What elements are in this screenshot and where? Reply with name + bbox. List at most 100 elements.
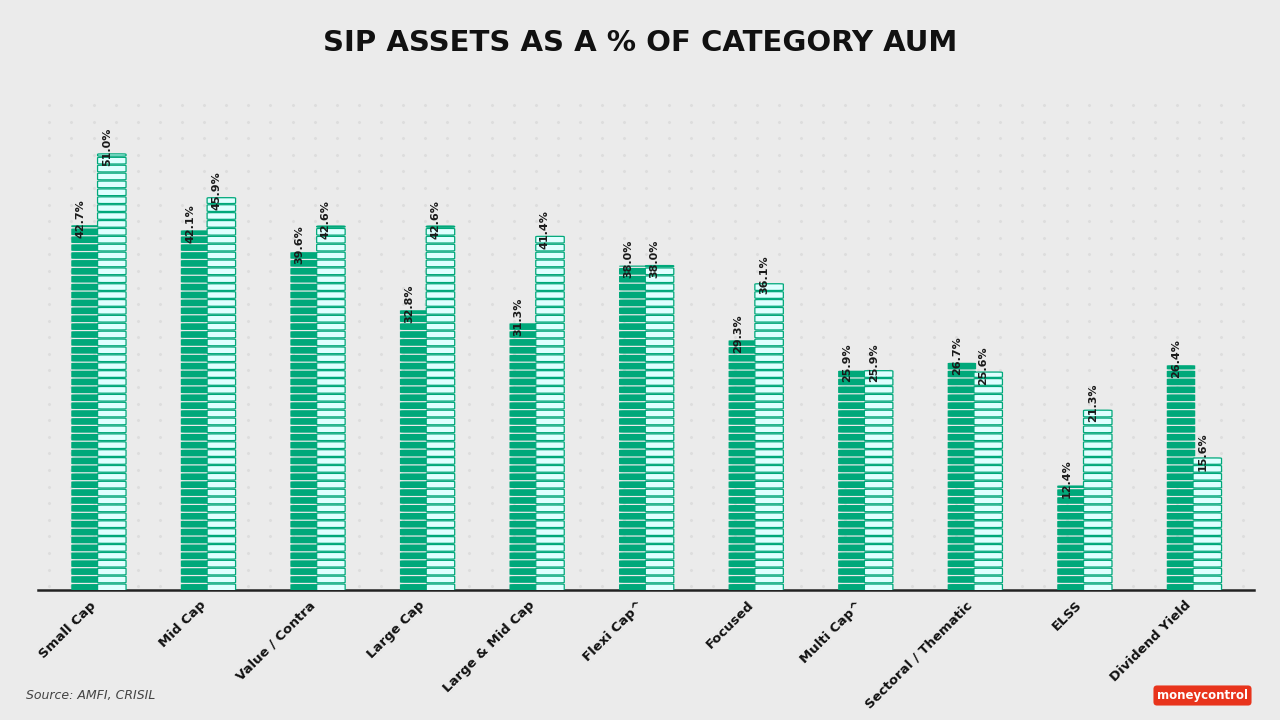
FancyBboxPatch shape — [1083, 450, 1112, 456]
FancyBboxPatch shape — [399, 315, 429, 322]
FancyBboxPatch shape — [947, 513, 977, 520]
FancyBboxPatch shape — [97, 260, 125, 266]
FancyBboxPatch shape — [509, 331, 538, 338]
FancyBboxPatch shape — [316, 536, 346, 544]
FancyBboxPatch shape — [316, 410, 346, 417]
FancyBboxPatch shape — [180, 300, 210, 306]
FancyBboxPatch shape — [620, 339, 648, 346]
Text: 42.6%: 42.6% — [430, 200, 440, 239]
FancyBboxPatch shape — [399, 552, 429, 559]
FancyBboxPatch shape — [426, 307, 454, 314]
FancyBboxPatch shape — [426, 236, 454, 243]
FancyBboxPatch shape — [291, 458, 319, 464]
FancyBboxPatch shape — [291, 450, 319, 456]
FancyBboxPatch shape — [399, 410, 429, 417]
FancyBboxPatch shape — [1167, 434, 1196, 441]
FancyBboxPatch shape — [291, 434, 319, 441]
FancyBboxPatch shape — [1083, 568, 1112, 575]
FancyBboxPatch shape — [1083, 442, 1112, 449]
FancyBboxPatch shape — [207, 489, 236, 496]
Text: 38.0%: 38.0% — [623, 240, 634, 278]
FancyBboxPatch shape — [291, 292, 319, 298]
FancyBboxPatch shape — [291, 387, 319, 393]
FancyBboxPatch shape — [207, 474, 236, 480]
FancyBboxPatch shape — [291, 323, 319, 330]
FancyBboxPatch shape — [180, 544, 210, 552]
FancyBboxPatch shape — [838, 434, 867, 441]
FancyBboxPatch shape — [207, 458, 236, 464]
FancyBboxPatch shape — [536, 236, 564, 243]
FancyBboxPatch shape — [645, 363, 673, 369]
FancyBboxPatch shape — [645, 552, 673, 559]
FancyBboxPatch shape — [316, 450, 346, 456]
FancyBboxPatch shape — [728, 536, 756, 544]
FancyBboxPatch shape — [1167, 489, 1196, 496]
FancyBboxPatch shape — [974, 372, 1002, 377]
FancyBboxPatch shape — [180, 230, 210, 235]
FancyBboxPatch shape — [207, 560, 236, 567]
FancyBboxPatch shape — [291, 410, 319, 417]
FancyBboxPatch shape — [291, 552, 319, 559]
FancyBboxPatch shape — [728, 481, 756, 488]
FancyBboxPatch shape — [180, 481, 210, 488]
FancyBboxPatch shape — [974, 474, 1002, 480]
FancyBboxPatch shape — [1167, 458, 1196, 464]
FancyBboxPatch shape — [291, 426, 319, 433]
FancyBboxPatch shape — [316, 363, 346, 369]
FancyBboxPatch shape — [645, 268, 673, 274]
FancyBboxPatch shape — [180, 450, 210, 456]
FancyBboxPatch shape — [291, 489, 319, 496]
FancyBboxPatch shape — [72, 284, 100, 290]
FancyBboxPatch shape — [207, 442, 236, 449]
FancyBboxPatch shape — [974, 434, 1002, 441]
FancyBboxPatch shape — [180, 323, 210, 330]
FancyBboxPatch shape — [755, 323, 783, 330]
FancyBboxPatch shape — [620, 568, 648, 575]
FancyBboxPatch shape — [1167, 387, 1196, 393]
FancyBboxPatch shape — [947, 466, 977, 472]
FancyBboxPatch shape — [974, 426, 1002, 433]
FancyBboxPatch shape — [72, 466, 100, 472]
FancyBboxPatch shape — [755, 474, 783, 480]
FancyBboxPatch shape — [645, 450, 673, 456]
FancyBboxPatch shape — [974, 481, 1002, 488]
FancyBboxPatch shape — [399, 418, 429, 425]
FancyBboxPatch shape — [838, 387, 867, 393]
FancyBboxPatch shape — [316, 418, 346, 425]
Text: 31.3%: 31.3% — [513, 297, 524, 336]
FancyBboxPatch shape — [947, 576, 977, 583]
FancyBboxPatch shape — [180, 363, 210, 369]
FancyBboxPatch shape — [72, 355, 100, 361]
FancyBboxPatch shape — [399, 339, 429, 346]
FancyBboxPatch shape — [1167, 474, 1196, 480]
FancyBboxPatch shape — [399, 474, 429, 480]
FancyBboxPatch shape — [645, 355, 673, 361]
FancyBboxPatch shape — [180, 355, 210, 361]
FancyBboxPatch shape — [426, 300, 454, 306]
FancyBboxPatch shape — [291, 331, 319, 338]
FancyBboxPatch shape — [72, 497, 100, 504]
FancyBboxPatch shape — [426, 521, 454, 528]
FancyBboxPatch shape — [620, 379, 648, 385]
FancyBboxPatch shape — [207, 576, 236, 583]
FancyBboxPatch shape — [1193, 568, 1221, 575]
FancyBboxPatch shape — [755, 434, 783, 441]
FancyBboxPatch shape — [207, 284, 236, 290]
FancyBboxPatch shape — [620, 347, 648, 354]
FancyBboxPatch shape — [864, 387, 893, 393]
FancyBboxPatch shape — [1083, 466, 1112, 472]
FancyBboxPatch shape — [645, 489, 673, 496]
FancyBboxPatch shape — [838, 576, 867, 583]
FancyBboxPatch shape — [536, 371, 564, 377]
FancyBboxPatch shape — [947, 434, 977, 441]
FancyBboxPatch shape — [974, 450, 1002, 456]
FancyBboxPatch shape — [97, 236, 125, 243]
FancyBboxPatch shape — [755, 568, 783, 575]
FancyBboxPatch shape — [399, 481, 429, 488]
FancyBboxPatch shape — [399, 371, 429, 377]
FancyBboxPatch shape — [838, 497, 867, 504]
FancyBboxPatch shape — [620, 292, 648, 298]
FancyBboxPatch shape — [536, 387, 564, 393]
FancyBboxPatch shape — [316, 505, 346, 512]
FancyBboxPatch shape — [207, 544, 236, 552]
